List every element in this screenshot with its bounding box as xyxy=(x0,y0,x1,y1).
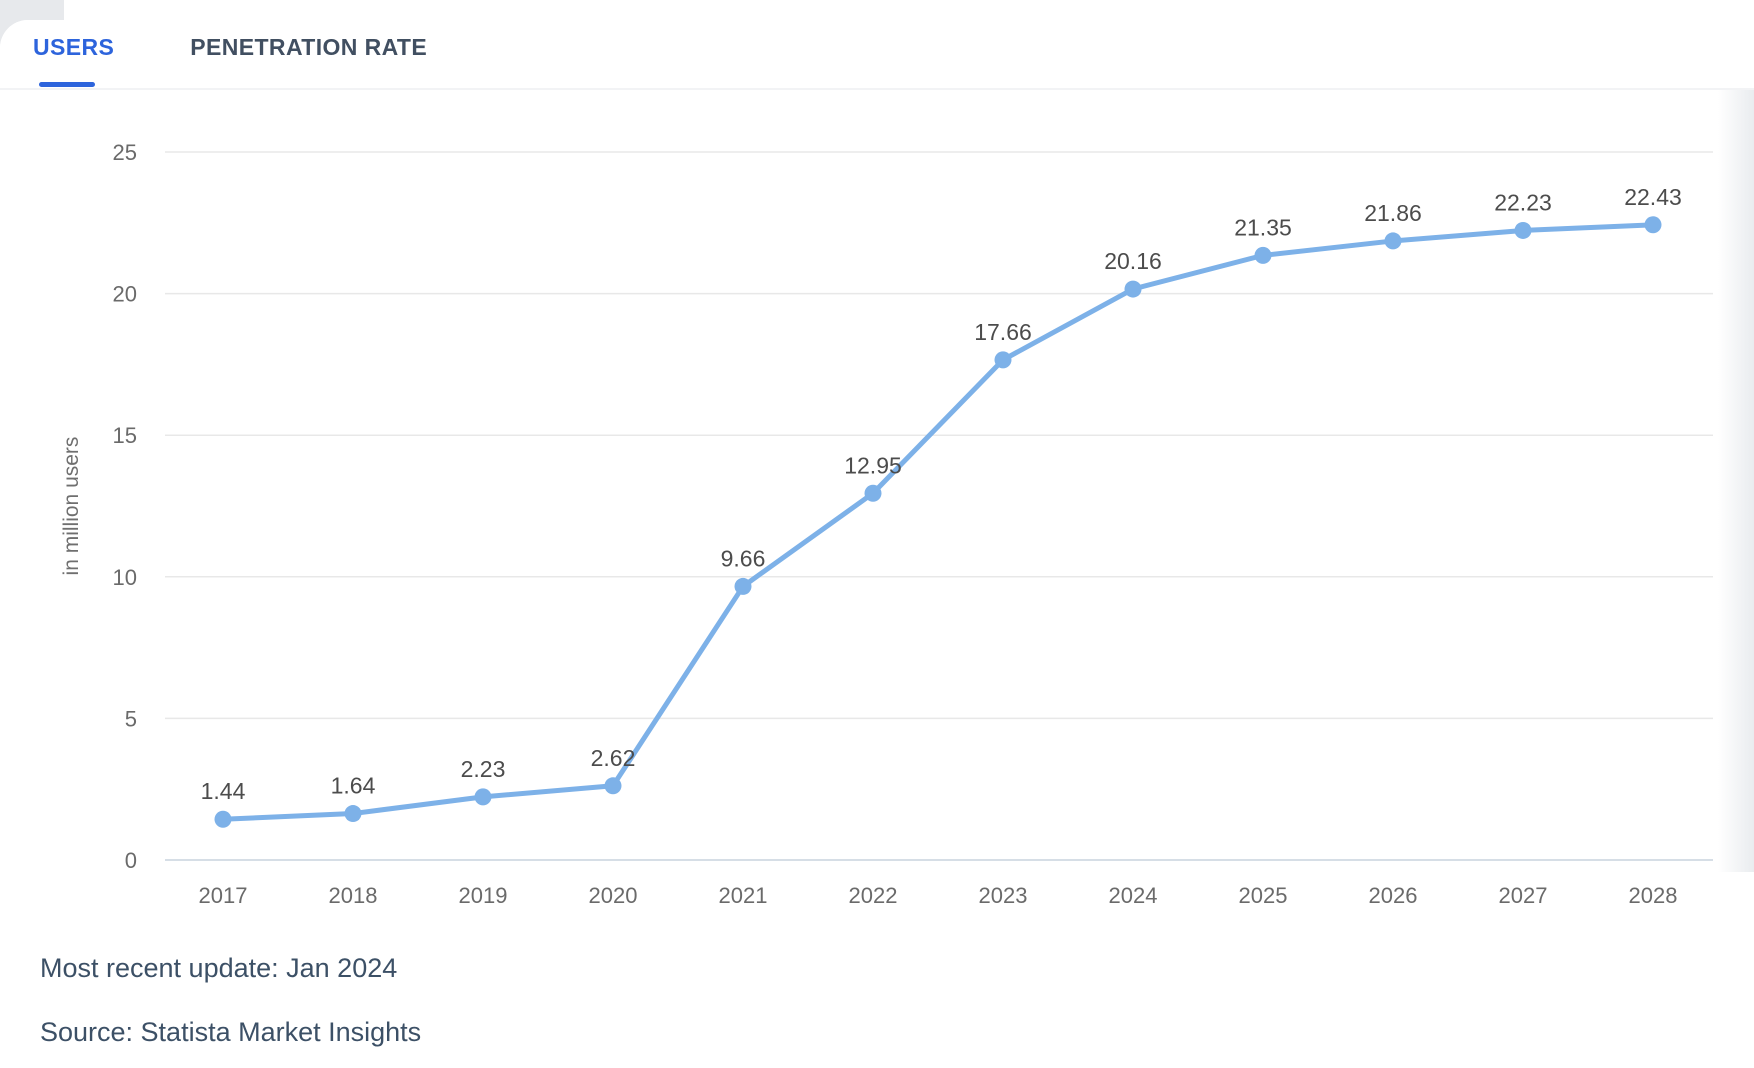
svg-text:2.23: 2.23 xyxy=(461,756,506,782)
x-axis-labels: 2017 2018 2019 2020 2021 2022 2023 2024 2025 2026… xyxy=(199,883,1678,908)
svg-text:20.16: 20.16 xyxy=(1104,248,1162,274)
svg-text:12.95: 12.95 xyxy=(844,452,902,478)
svg-text:2026: 2026 xyxy=(1369,883,1418,908)
svg-text:22.23: 22.23 xyxy=(1494,189,1552,215)
svg-text:2022: 2022 xyxy=(849,883,898,908)
svg-text:2027: 2027 xyxy=(1499,883,1548,908)
svg-text:2020: 2020 xyxy=(589,883,638,908)
data-point-marker[interactable] xyxy=(604,777,622,795)
chart-card xyxy=(0,20,1754,1068)
tab-users-label: USERS xyxy=(33,34,115,60)
data-point-marker[interactable] xyxy=(1254,246,1272,264)
y-axis-ticks: 0 5 10 15 20 25 xyxy=(113,140,137,873)
svg-text:2025: 2025 xyxy=(1239,883,1288,908)
data-point-marker[interactable] xyxy=(1124,280,1142,298)
gridlines xyxy=(165,151,1713,861)
active-tab-underline xyxy=(39,82,95,87)
svg-text:2017: 2017 xyxy=(199,883,248,908)
data-point-marker[interactable] xyxy=(734,577,752,595)
tab-penetration-rate-label: PENETRATION RATE xyxy=(190,34,428,60)
svg-text:1.64: 1.64 xyxy=(331,773,376,799)
data-point-marker[interactable] xyxy=(1514,221,1532,239)
tab-bar: USERS PENETRATION RATE xyxy=(0,20,1754,90)
data-point-marker[interactable] xyxy=(1384,232,1402,250)
svg-text:2019: 2019 xyxy=(459,883,508,908)
svg-text:1.44: 1.44 xyxy=(201,778,246,804)
svg-text:21.86: 21.86 xyxy=(1364,200,1422,226)
data-point-marker[interactable] xyxy=(474,788,492,806)
data-points[interactable] xyxy=(214,216,1662,828)
svg-text:15: 15 xyxy=(113,423,137,448)
svg-text:2028: 2028 xyxy=(1629,883,1678,908)
tab-users[interactable]: USERS xyxy=(33,20,115,87)
data-point-marker[interactable] xyxy=(344,805,362,823)
svg-text:10: 10 xyxy=(113,565,137,590)
svg-text:5: 5 xyxy=(125,706,137,731)
svg-text:2021: 2021 xyxy=(719,883,768,908)
value-labels: 1.44 1.64 2.23 2.62 9.66 12.95 17.66 20.16 21.35… xyxy=(201,184,1682,804)
series-line xyxy=(220,222,1656,822)
svg-text:20: 20 xyxy=(113,282,137,307)
svg-text:2024: 2024 xyxy=(1109,883,1158,908)
svg-text:22.43: 22.43 xyxy=(1624,184,1682,210)
svg-text:21.35: 21.35 xyxy=(1234,214,1292,240)
data-point-marker[interactable] xyxy=(864,484,882,502)
svg-text:17.66: 17.66 xyxy=(974,319,1032,345)
y-axis-title: in million users xyxy=(60,437,83,576)
svg-text:25: 25 xyxy=(113,140,137,165)
svg-text:2023: 2023 xyxy=(979,883,1028,908)
svg-text:0: 0 xyxy=(125,848,137,873)
tab-penetration-rate[interactable]: PENETRATION RATE xyxy=(190,20,427,61)
svg-text:9.66: 9.66 xyxy=(721,545,766,571)
data-point-marker[interactable] xyxy=(994,351,1012,369)
last-update-note: Most recent update: Jan 2024 xyxy=(40,953,398,983)
data-point-marker[interactable] xyxy=(1644,216,1662,234)
svg-text:2018: 2018 xyxy=(329,883,378,908)
svg-text:2.62: 2.62 xyxy=(591,745,636,771)
right-edge-shadow xyxy=(1718,22,1754,872)
source-note: Source: Statista Market Insights xyxy=(40,1017,422,1047)
data-point-marker[interactable] xyxy=(214,810,232,828)
